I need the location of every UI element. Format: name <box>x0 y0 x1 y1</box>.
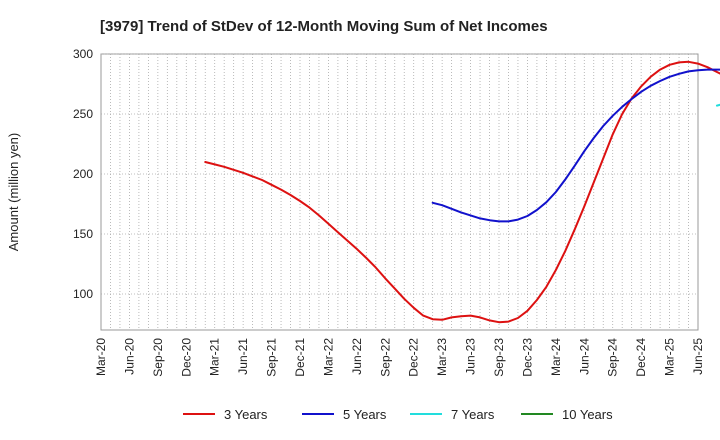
x-tick-label: Sep-22 <box>378 338 392 377</box>
x-tick-label: Dec-23 <box>520 338 534 377</box>
x-tick-label: Mar-20 <box>94 338 108 376</box>
x-tick-label: Jun-21 <box>236 338 250 375</box>
y-tick-label: 200 <box>73 167 93 181</box>
x-tick-label: Sep-20 <box>151 338 165 377</box>
y-tick-label: 100 <box>73 287 93 301</box>
y-axis-ticks: 100 150 200 250 300 <box>73 47 93 301</box>
legend: 3 Years 5 Years 7 Years 10 Years <box>183 407 613 422</box>
x-tick-label: Jun-22 <box>350 338 364 375</box>
x-tick-label: Jun-23 <box>464 338 478 375</box>
x-tick-label: Dec-24 <box>634 338 648 377</box>
x-tick-label: Mar-21 <box>208 338 222 376</box>
plot-area <box>100 53 699 331</box>
x-tick-label: Mar-24 <box>549 338 563 376</box>
legend-label: 5 Years <box>343 407 387 422</box>
x-tick-label: Jun-20 <box>122 338 136 375</box>
x-tick-label: Jun-24 <box>577 338 591 375</box>
series-lines <box>204 60 720 324</box>
series-line-2 <box>431 68 720 223</box>
series-line-3 <box>715 103 720 107</box>
chart-title: [3979] Trend of StDev of 12-Month Moving… <box>100 18 548 35</box>
x-tick-label: Dec-22 <box>407 338 421 377</box>
x-tick-label: Dec-21 <box>293 338 307 377</box>
legend-label: 10 Years <box>562 407 613 422</box>
x-tick-label: Mar-22 <box>321 338 335 376</box>
x-tick-label: Mar-25 <box>663 338 677 376</box>
x-tick-label: Sep-21 <box>265 338 279 377</box>
y-tick-label: 300 <box>73 47 93 61</box>
x-tick-label: Mar-23 <box>435 338 449 376</box>
x-axis-ticks: Mar-20 Jun-20 Sep-20 Dec-20 Mar-21 Jun-21 Sep-… <box>94 338 705 377</box>
x-tick-label: Sep-24 <box>606 338 620 377</box>
x-tick-label: Jun-25 <box>691 338 705 375</box>
series-line-1 <box>204 60 720 324</box>
x-tick-label: Dec-20 <box>179 338 193 377</box>
grid <box>101 53 698 330</box>
y-tick-label: 150 <box>73 227 93 241</box>
legend-label: 3 Years <box>224 407 268 422</box>
legend-label: 7 Years <box>451 407 495 422</box>
x-tick-label: Sep-23 <box>492 338 506 377</box>
y-axis-label: Amount (million yen) <box>6 133 21 252</box>
y-tick-label: 250 <box>73 107 93 121</box>
